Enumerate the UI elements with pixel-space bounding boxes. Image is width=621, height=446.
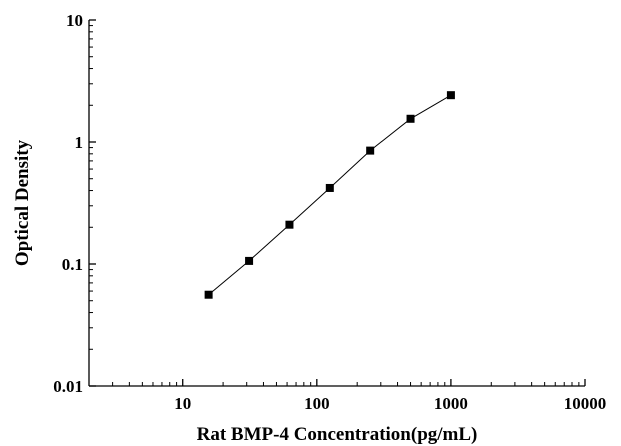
data-point xyxy=(204,290,213,299)
x-tick-label: 1000 xyxy=(434,394,468,413)
data-point xyxy=(366,146,375,155)
y-tick-labels: 0.01 0.1 1 10 xyxy=(53,11,83,396)
y-tick-label: 0.01 xyxy=(53,377,83,396)
y-tick-label: 0.1 xyxy=(62,255,83,274)
x-tick-label: 100 xyxy=(304,394,330,413)
minor-ticks xyxy=(88,25,580,386)
series-line xyxy=(208,94,452,296)
y-tick-label: 10 xyxy=(66,11,83,30)
x-tick-label: 10000 xyxy=(564,394,607,413)
axes xyxy=(88,20,585,387)
x-tick-label: 10 xyxy=(174,394,191,413)
major-ticks xyxy=(89,19,586,387)
data-point xyxy=(446,91,455,100)
data-point xyxy=(406,114,415,123)
x-tick-labels: 10 100 1000 10000 xyxy=(174,394,606,413)
data-point xyxy=(285,220,294,229)
x-axis-title: Rat BMP-4 Concentration(pg/mL) xyxy=(197,424,478,445)
data-point xyxy=(245,256,254,265)
series-points xyxy=(204,91,455,299)
y-axis-title: Optical Density xyxy=(12,139,33,266)
y-tick-label: 1 xyxy=(75,133,84,152)
data-point xyxy=(325,183,334,192)
